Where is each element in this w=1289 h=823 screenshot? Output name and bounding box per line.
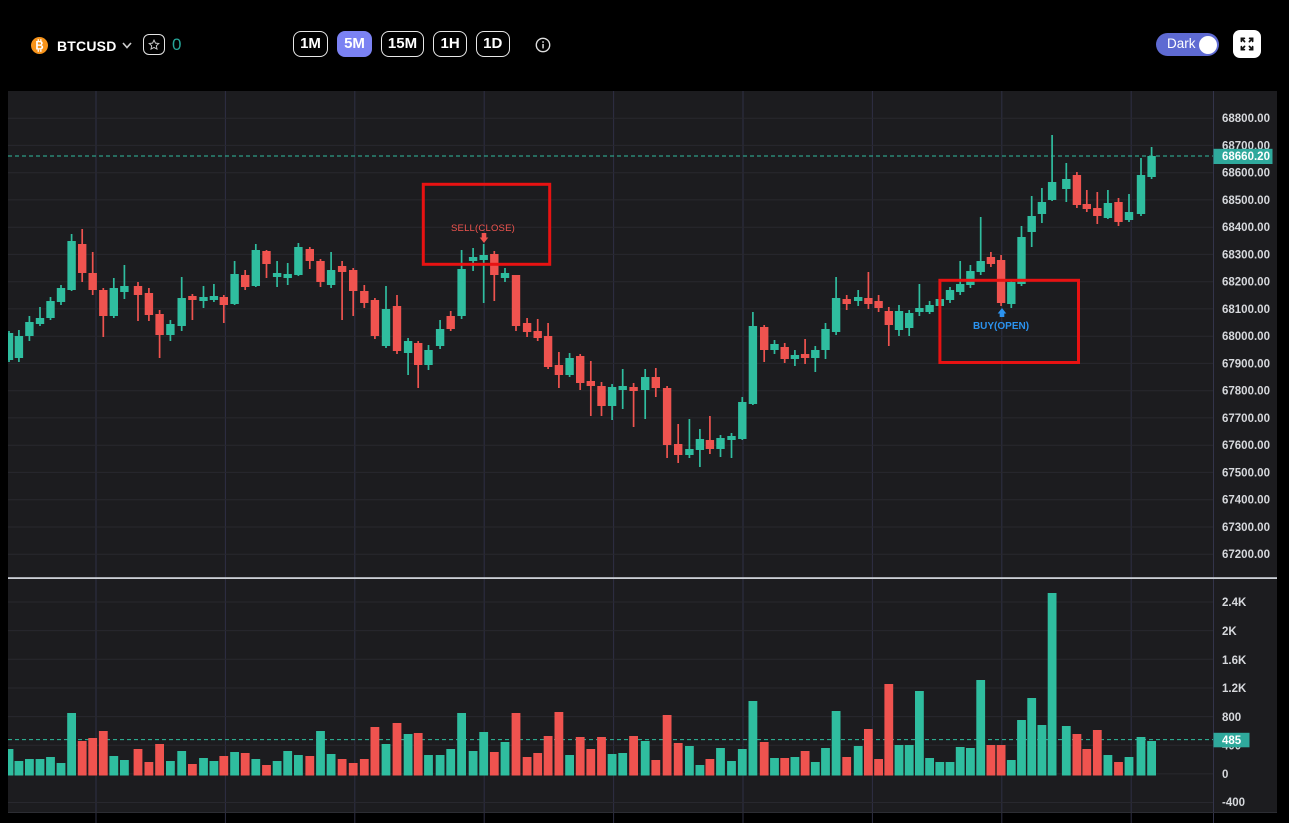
svg-text:68500.00: 68500.00 xyxy=(1222,195,1270,207)
svg-text:67700.00: 67700.00 xyxy=(1222,413,1270,425)
svg-text:68660.20: 68660.20 xyxy=(1222,151,1270,163)
svg-text:67200.00: 67200.00 xyxy=(1222,549,1270,561)
svg-text:800: 800 xyxy=(1222,712,1241,724)
svg-text:67500.00: 67500.00 xyxy=(1222,467,1270,479)
svg-text:68200.00: 68200.00 xyxy=(1222,277,1270,289)
svg-text:2.4K: 2.4K xyxy=(1222,597,1247,609)
svg-text:67400.00: 67400.00 xyxy=(1222,495,1270,507)
svg-text:68100.00: 68100.00 xyxy=(1222,304,1270,316)
svg-text:67300.00: 67300.00 xyxy=(1222,522,1270,534)
svg-text:67800.00: 67800.00 xyxy=(1222,386,1270,398)
svg-text:-400: -400 xyxy=(1222,797,1245,809)
svg-text:67900.00: 67900.00 xyxy=(1222,358,1270,370)
svg-text:68800.00: 68800.00 xyxy=(1222,113,1270,125)
svg-text:68400.00: 68400.00 xyxy=(1222,222,1270,234)
svg-text:B: B xyxy=(35,41,43,53)
svg-text:68300.00: 68300.00 xyxy=(1222,249,1270,261)
svg-text:485: 485 xyxy=(1222,735,1242,747)
svg-text:2K: 2K xyxy=(1222,626,1237,638)
svg-text:67600.00: 67600.00 xyxy=(1222,440,1270,452)
svg-text:68000.00: 68000.00 xyxy=(1222,331,1270,343)
svg-text:1.6K: 1.6K xyxy=(1222,655,1247,667)
svg-text:1.2K: 1.2K xyxy=(1222,683,1247,695)
svg-text:BUY(OPEN): BUY(OPEN) xyxy=(973,321,1029,332)
svg-text:0: 0 xyxy=(1222,769,1228,781)
svg-text:SELL(CLOSE): SELL(CLOSE) xyxy=(451,223,515,234)
svg-text:68600.00: 68600.00 xyxy=(1222,168,1270,180)
